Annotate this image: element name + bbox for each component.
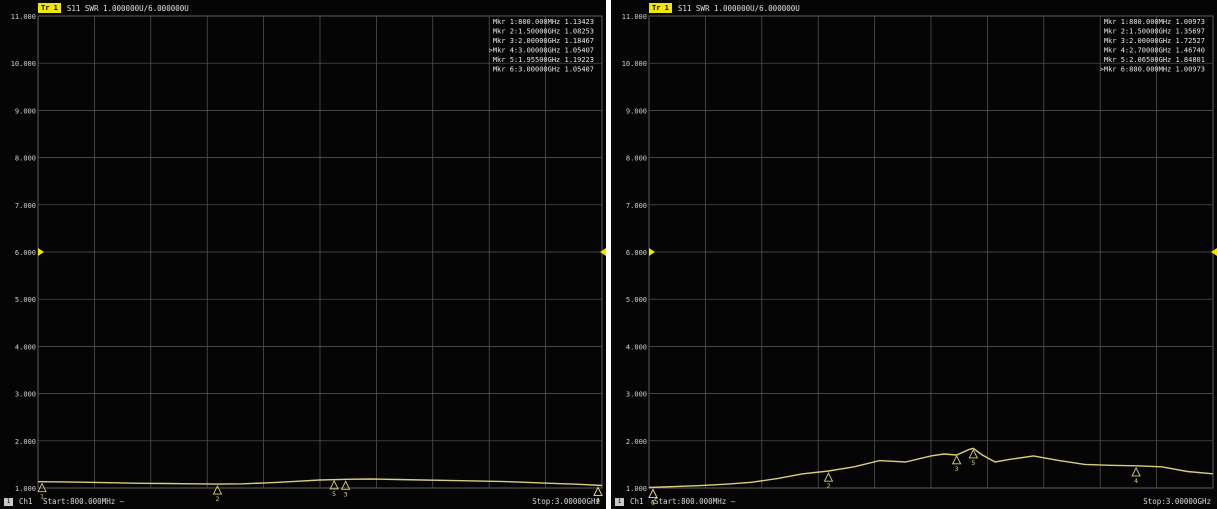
y-tick-label: 10.000 bbox=[11, 60, 36, 68]
y-tick-label: 3.000 bbox=[15, 391, 36, 399]
y-tick-label: 7.000 bbox=[626, 202, 647, 210]
marker-triangle bbox=[340, 480, 351, 490]
y-tick-label: 9.000 bbox=[626, 107, 647, 115]
y-tick-label: 5.000 bbox=[626, 296, 647, 304]
marker-readout: Mkr 1:800.000MHz 1.00973 bbox=[1104, 18, 1205, 26]
y-tick-label: 2.000 bbox=[15, 438, 36, 446]
marker-readout: Mkr 5:1.95500GHz 1.19223 bbox=[493, 56, 594, 64]
marker-label: 1 bbox=[651, 499, 655, 507]
marker-triangle bbox=[1131, 466, 1141, 477]
start-frequency: Start:800.000MHz — bbox=[654, 497, 736, 506]
y-tick-label: 4.000 bbox=[15, 343, 36, 351]
marker-readout: Mkr 3:2.00000GHz 1.72527 bbox=[1104, 37, 1205, 45]
channel-label: Ch1 bbox=[19, 497, 33, 506]
y-tick-label: 11.000 bbox=[11, 13, 36, 21]
reference-arrow-right bbox=[1211, 248, 1217, 256]
marker-readout: >Mkr 4:3.00000GHz 1.05407 bbox=[489, 47, 594, 55]
marker-readout: Mkr 6:3.00000GHz 1.05407 bbox=[493, 66, 594, 74]
marker-triangle bbox=[37, 482, 47, 493]
y-tick-label: 6.000 bbox=[15, 249, 36, 257]
marker-label: 3 bbox=[955, 465, 959, 473]
marker-readout: >Mkr 6:800.000MHz 1.00973 bbox=[1100, 66, 1205, 74]
reference-arrow-left bbox=[649, 248, 655, 256]
marker-readout: Mkr 3:2.00000GHz 1.18467 bbox=[493, 37, 594, 45]
swr-chart-left: 1.000 2.000 3.000 4.000 5.000 6.000 7.000 8.000… bbox=[11, 13, 606, 504]
y-tick-label: 3.000 bbox=[626, 391, 647, 399]
marker-label: 6 bbox=[651, 499, 655, 507]
marker-triangle bbox=[968, 448, 979, 459]
marker-triangle bbox=[648, 488, 658, 498]
marker-label: 2 bbox=[826, 482, 830, 490]
y-tick-label: 8.000 bbox=[626, 155, 647, 163]
trace-label-box[interactable]: Tr 1 bbox=[649, 3, 672, 13]
reference-arrow-left bbox=[38, 248, 44, 256]
y-tick-label: 2.000 bbox=[626, 438, 647, 446]
marker-triangle bbox=[593, 486, 603, 496]
marker-readout: Mkr 1:800.000MHz 1.13423 bbox=[493, 18, 594, 26]
divider bbox=[606, 0, 611, 509]
marker-label: 5 bbox=[971, 459, 975, 467]
marker-label: 3 bbox=[344, 490, 348, 498]
marker-label: 4 bbox=[596, 496, 600, 504]
reference-arrow-right bbox=[600, 248, 606, 256]
header-text: S11 SWR 1.000000U/6.000000U bbox=[677, 3, 800, 13]
channel-label: Ch1 bbox=[630, 497, 644, 506]
vna-screen-left: 1.000 2.000 3.000 4.000 5.000 6.000 7.000 8.000… bbox=[0, 0, 606, 509]
marker-label: 5 bbox=[332, 490, 336, 498]
marker-readout: Mkr 2:1.50000GHz 1.35697 bbox=[1104, 28, 1205, 36]
y-tick-label: 1.000 bbox=[15, 485, 36, 493]
chart-header: Tr 1 S11 SWR 1.000000U/6.000000U bbox=[38, 2, 189, 14]
marker-label: 1 bbox=[40, 493, 44, 501]
status-footer: 1 Ch1 Start:800.000MHz — Stop:3.00000GHz bbox=[611, 495, 1217, 509]
marker-label: 4 bbox=[1134, 477, 1138, 485]
trace-label-box[interactable]: Tr 1 bbox=[38, 3, 61, 13]
marker-readout: Mkr 5:2.06500GHz 1.84801 bbox=[1104, 56, 1205, 64]
start-frequency: Start:800.000MHz — bbox=[43, 497, 125, 506]
y-tick-label: 9.000 bbox=[15, 107, 36, 115]
y-tick-label: 8.000 bbox=[15, 155, 36, 163]
channel-icon: 1 bbox=[615, 498, 624, 506]
y-tick-label: 11.000 bbox=[622, 13, 647, 21]
stop-frequency: Stop:3.00000GHz bbox=[532, 497, 600, 506]
y-tick-label: 4.000 bbox=[626, 343, 647, 351]
trace-line bbox=[37, 478, 603, 487]
marker-label: 2 bbox=[215, 495, 219, 503]
marker-readout: Mkr 2:1.50000GHz 1.08253 bbox=[493, 28, 594, 36]
chart-header: Tr 1 S11 SWR 1.000000U/6.000000U bbox=[649, 2, 800, 14]
swr-chart-right: 1.000 2.000 3.000 4.000 5.000 6.000 7.000 8.000… bbox=[622, 13, 1217, 507]
y-tick-label: 6.000 bbox=[626, 249, 647, 257]
marker-triangle bbox=[329, 479, 339, 490]
marker-triangle bbox=[823, 472, 834, 482]
channel-icon: 1 bbox=[4, 498, 13, 506]
vna-screen-right: 1.000 2.000 3.000 4.000 5.000 6.000 7.000 8.000… bbox=[611, 0, 1217, 509]
header-text: S11 SWR 1.000000U/6.000000U bbox=[66, 3, 189, 13]
status-footer: 1 Ch1 Start:800.000MHz — Stop:3.00000GHz bbox=[0, 495, 606, 509]
y-tick-label: 5.000 bbox=[15, 296, 36, 304]
stop-frequency: Stop:3.00000GHz bbox=[1143, 497, 1211, 506]
marker-triangle bbox=[212, 485, 223, 495]
marker-triangle bbox=[951, 454, 962, 465]
marker-readout: Mkr 4:2.70000GHz 1.46740 bbox=[1104, 47, 1205, 55]
y-tick-label: 7.000 bbox=[15, 202, 36, 210]
y-tick-label: 10.000 bbox=[622, 60, 647, 68]
y-tick-label: 1.000 bbox=[626, 485, 647, 493]
marker-label: 6 bbox=[596, 496, 600, 504]
